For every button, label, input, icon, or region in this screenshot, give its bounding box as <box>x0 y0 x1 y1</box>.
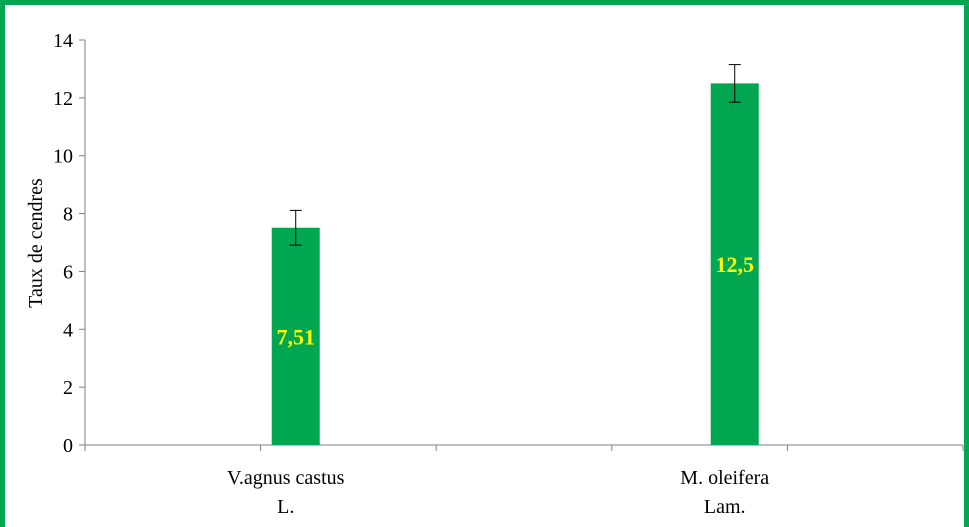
y-axis-ticks: 0 2 4 6 8 10 12 14 <box>53 30 86 457</box>
data-label: 7,51 <box>276 324 315 349</box>
y-tick-label: 10 <box>53 146 73 168</box>
data-label: 12,5 <box>715 252 754 277</box>
y-tick-label: 14 <box>53 30 73 52</box>
y-tick-label: 0 <box>63 435 73 457</box>
x-axis <box>84 444 964 451</box>
bar <box>271 227 320 445</box>
category-labels: V.agnus castus L. M. oleifera Lam. <box>227 467 769 518</box>
y-axis-title: Taux de cendres <box>25 178 47 308</box>
y-tick-label: 6 <box>63 261 73 283</box>
bars <box>271 83 759 446</box>
category-label: M. oleifera <box>680 467 769 489</box>
category-label: V.agnus castus <box>227 467 345 489</box>
y-tick-label: 4 <box>63 319 73 341</box>
y-tick-label: 12 <box>53 88 73 110</box>
data-labels: 7,51 12,5 <box>276 252 753 349</box>
category-label: Lam. <box>704 496 746 518</box>
category-label: L. <box>277 496 294 518</box>
y-tick-label: 2 <box>63 377 73 399</box>
y-tick-label: 8 <box>63 204 73 226</box>
error-bars <box>289 64 741 246</box>
bar <box>710 83 759 446</box>
